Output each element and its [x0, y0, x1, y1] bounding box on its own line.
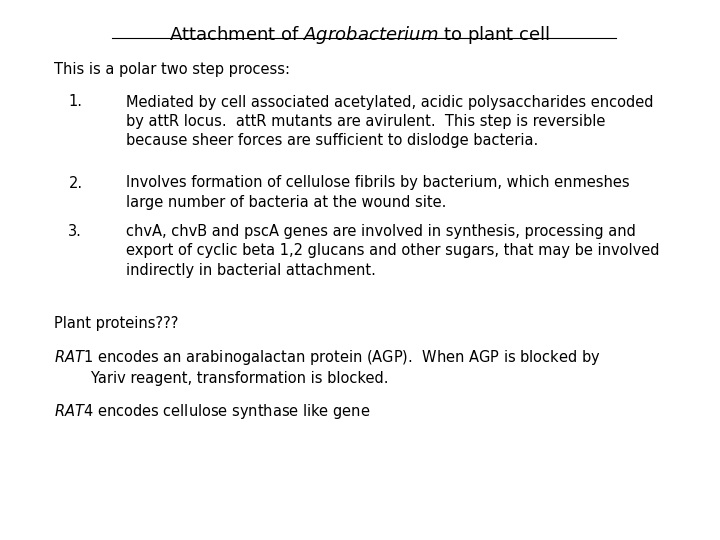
Text: 3.: 3.	[68, 224, 82, 239]
Text: Mediated by cell associated acetylated, acidic polysaccharides encoded
by attR l: Mediated by cell associated acetylated, …	[126, 94, 654, 148]
Text: Involves formation of cellulose fibrils by bacterium, which enmeshes
large numbe: Involves formation of cellulose fibrils …	[126, 176, 629, 210]
Text: Attachment of $\it{Agrobacterium}$ to plant cell: Attachment of $\it{Agrobacterium}$ to pl…	[169, 24, 551, 46]
Text: 2.: 2.	[68, 176, 83, 191]
Text: This is a polar two step process:: This is a polar two step process:	[54, 62, 290, 77]
Text: Plant proteins???: Plant proteins???	[54, 316, 179, 331]
Text: chvA, chvB and pscA genes are involved in synthesis, processing and
export of cy: chvA, chvB and pscA genes are involved i…	[126, 224, 660, 278]
Text: $\it{RAT1}$ encodes an arabinogalactan protein (AGP).  When AGP is blocked by
  : $\it{RAT1}$ encodes an arabinogalactan p…	[54, 348, 600, 387]
Text: 1.: 1.	[68, 94, 82, 110]
Text: $\it{RAT4}$ encodes cellulose synthase like gene: $\it{RAT4}$ encodes cellulose synthase l…	[54, 402, 370, 421]
